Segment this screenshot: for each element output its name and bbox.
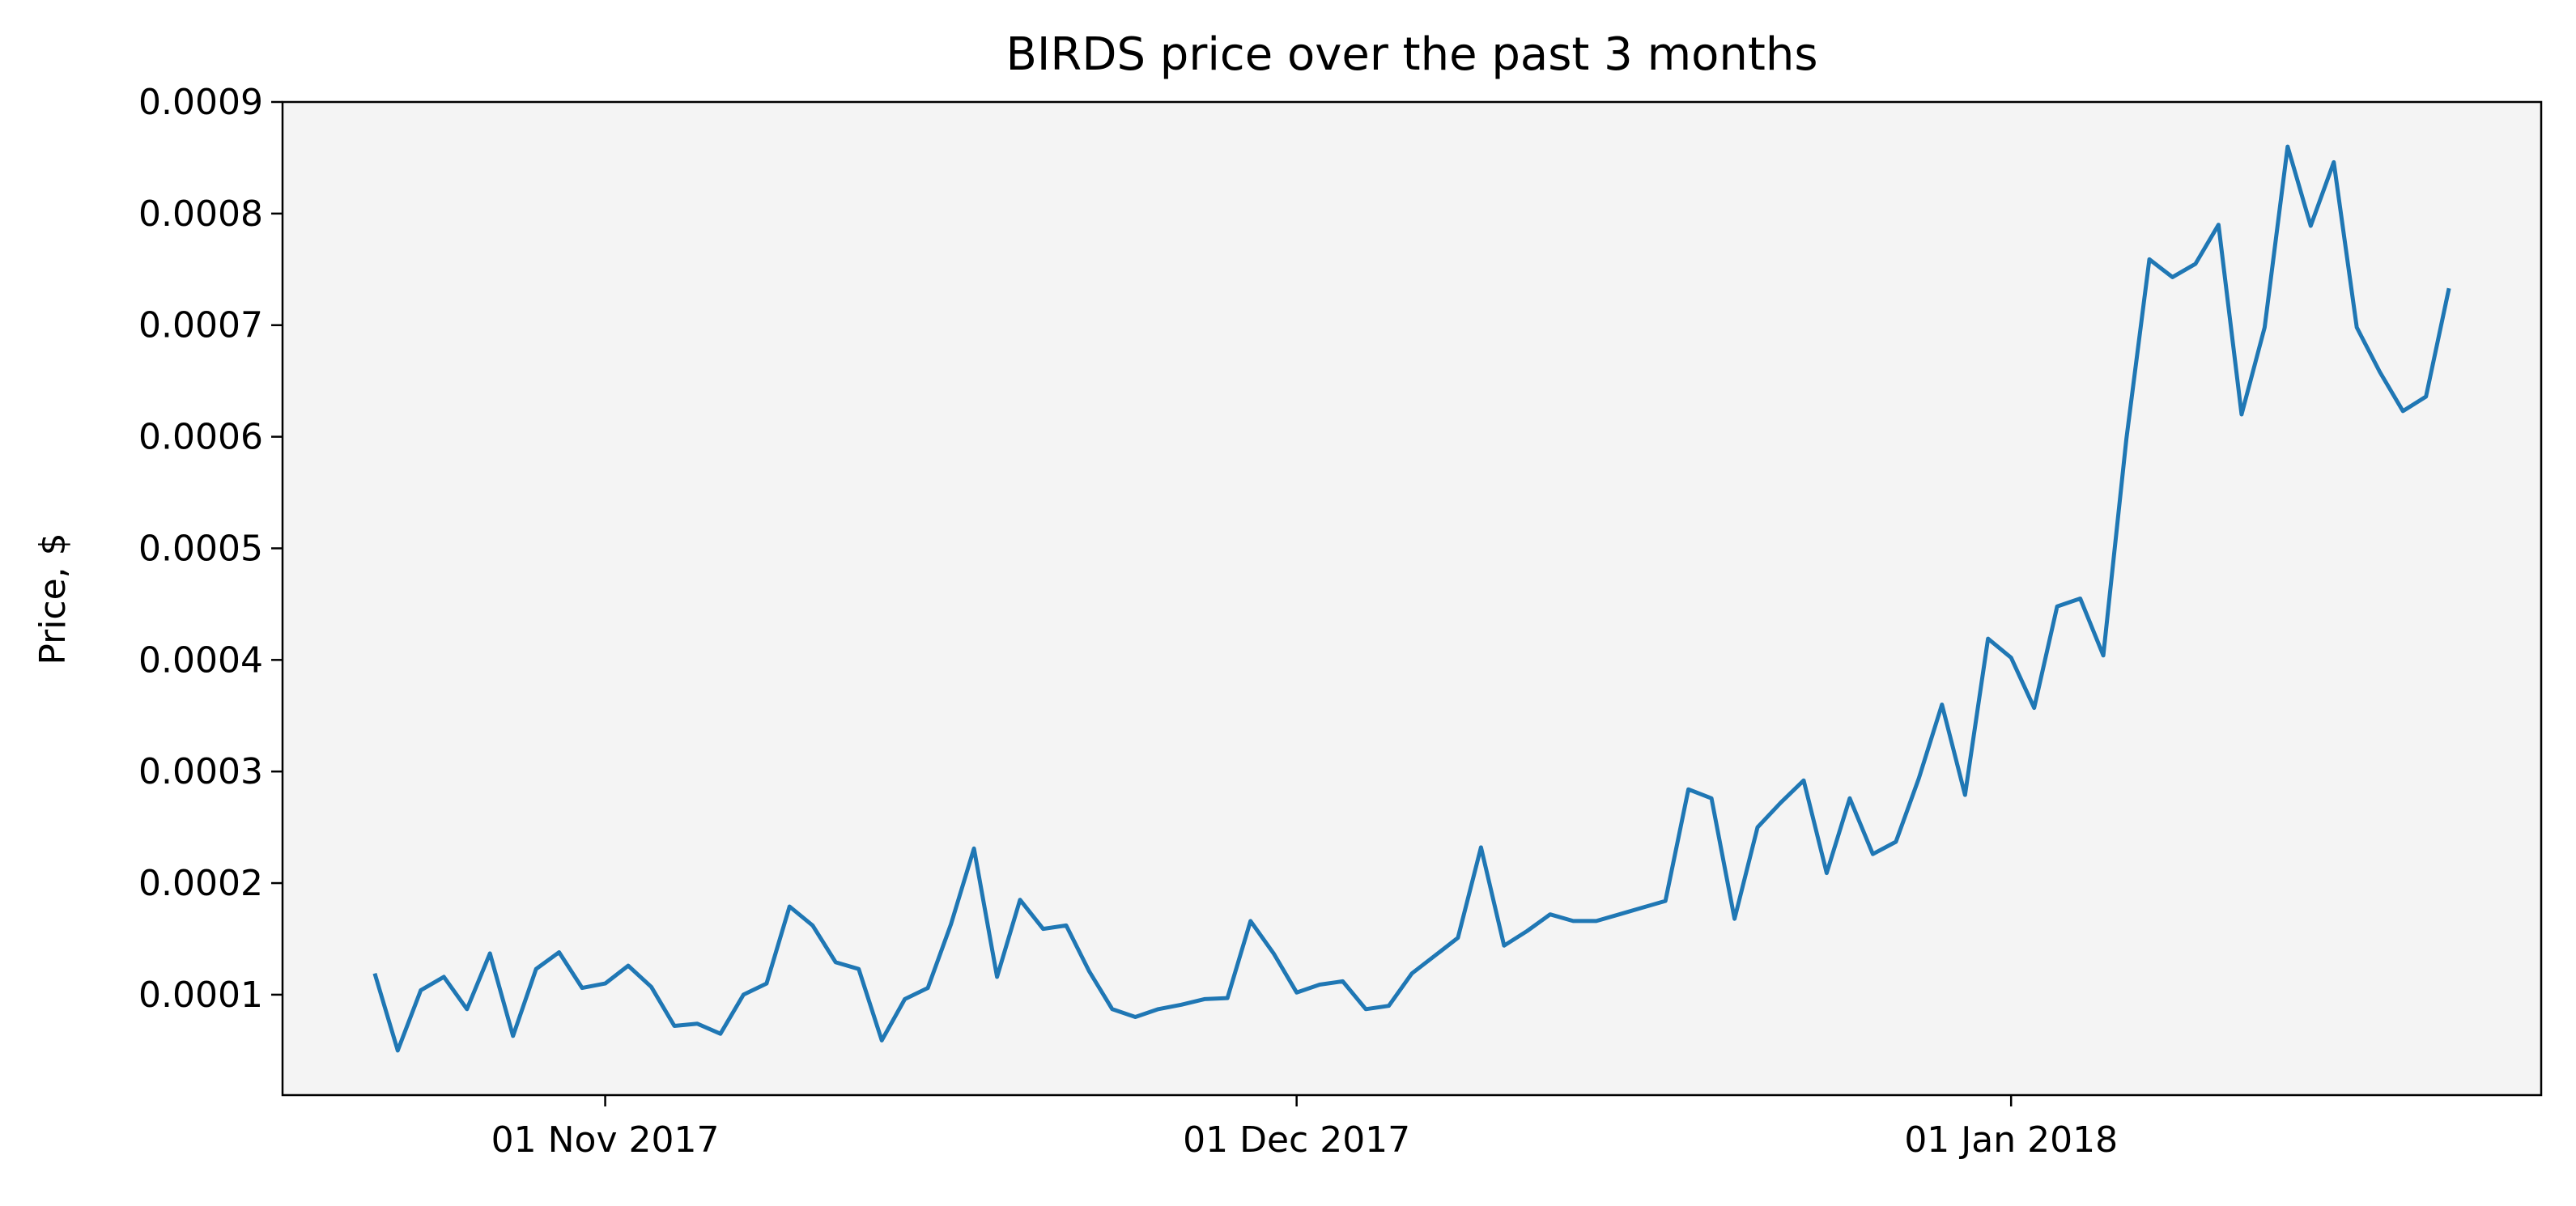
y-tick-label: 0.0005 — [138, 528, 263, 569]
y-tick-label: 0.0003 — [138, 751, 263, 792]
y-tick-label: 0.0008 — [138, 193, 263, 235]
x-tick-label: 01 Nov 2017 — [491, 1119, 720, 1161]
plot-background — [283, 102, 2541, 1095]
x-tick-label: 01 Dec 2017 — [1183, 1119, 1410, 1161]
y-tick-label: 0.0007 — [138, 305, 263, 346]
y-tick-label: 0.0001 — [138, 975, 263, 1016]
price-line — [372, 144, 2451, 1053]
y-tick-label: 0.0002 — [138, 863, 263, 904]
plot-frame — [281, 100, 2543, 1097]
chart-title: BIRDS price over the past 3 months — [1005, 28, 1817, 81]
y-tick-label: 0.0009 — [138, 82, 263, 123]
y-tick-label: 0.0004 — [138, 639, 263, 681]
y-tick-label: 0.0006 — [138, 417, 263, 458]
x-tick-label: 01 Jan 2018 — [1904, 1119, 2118, 1161]
y-axis-label: Price, $ — [32, 533, 74, 665]
